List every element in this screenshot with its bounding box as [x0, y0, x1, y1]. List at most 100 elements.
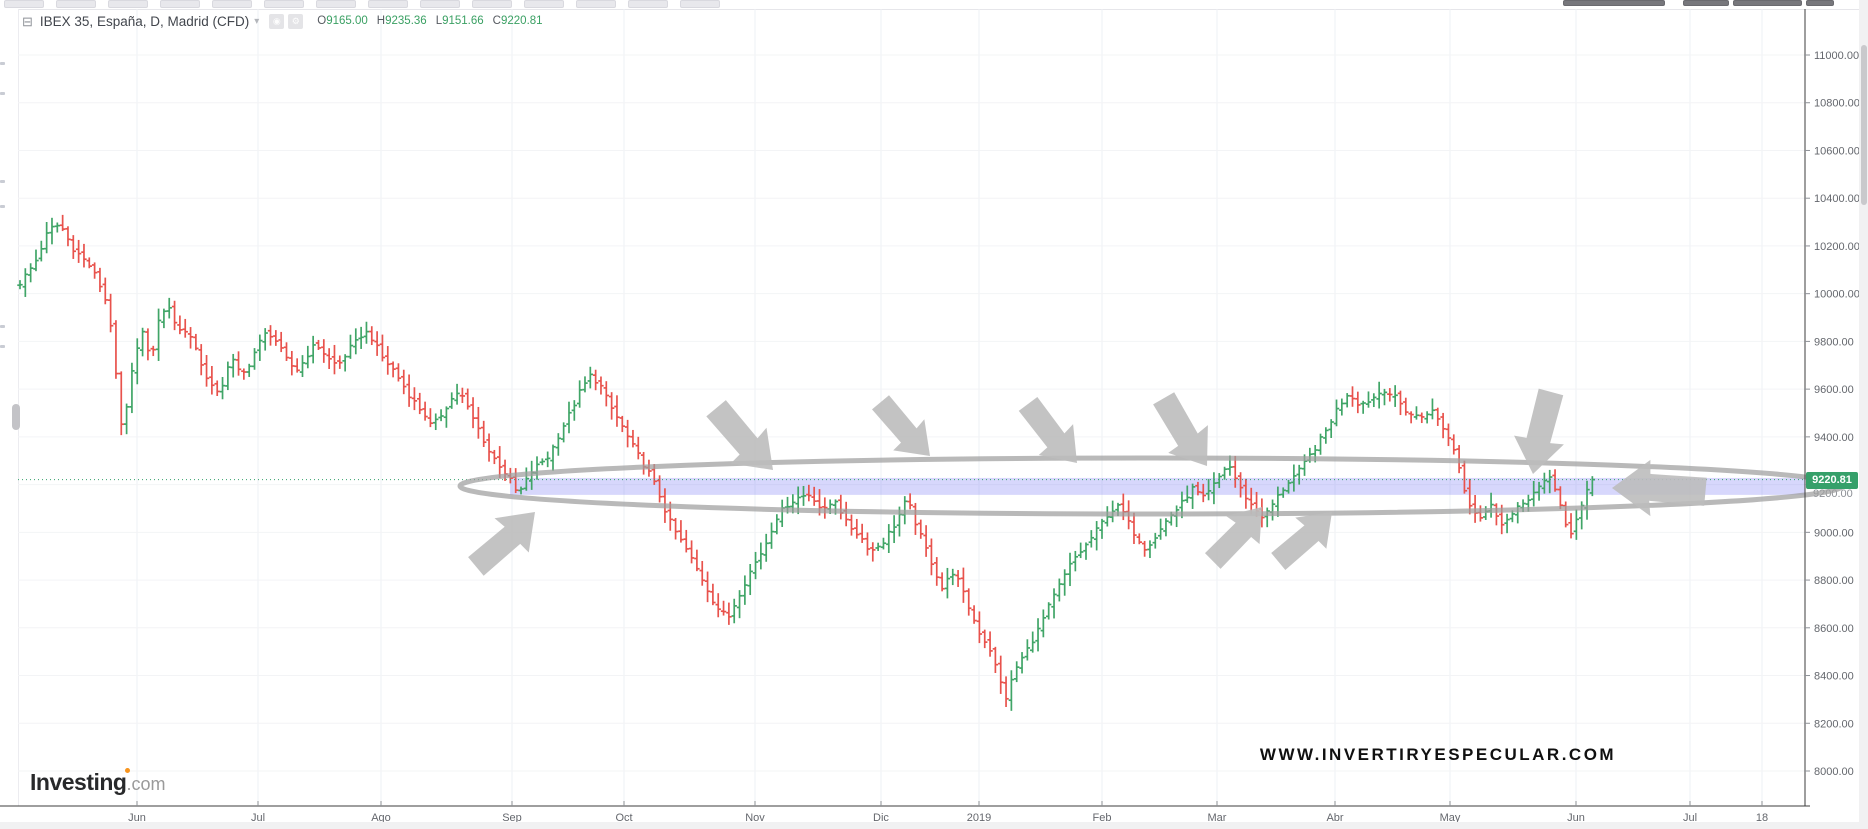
ohlc-bar [987, 631, 993, 657]
ohlc-bar [166, 297, 172, 319]
ohlc-bar [1488, 492, 1494, 518]
settings-gear-icon[interactable]: ⚙ [288, 13, 304, 29]
axes-layer [0, 9, 1810, 807]
ohlc-bar [1461, 460, 1468, 494]
ohlc-bar [1056, 578, 1063, 602]
open-value: 9165.00 [326, 15, 368, 27]
symbol-title[interactable]: IBEX 35, España, D, Madrid (CFD) [39, 13, 250, 29]
ohlc-bar [129, 362, 135, 414]
ohlc-bar [726, 602, 732, 625]
ohlc-bar [950, 568, 956, 586]
investing-logo[interactable]: Investing.com [30, 768, 165, 796]
ohlc-bar [912, 502, 919, 535]
ohlc-bar [198, 344, 204, 376]
ohlc-bar [353, 328, 359, 355]
scrollbar-thumb[interactable] [1860, 45, 1867, 205]
ohlc-bar [1040, 609, 1047, 638]
ohlc-bar [465, 388, 471, 410]
ohlc-bar [497, 446, 503, 478]
chevron-down-icon[interactable]: ▾ [254, 15, 260, 27]
time-axis[interactable]: Jun Jul Ago Sep Oct Nov Dic 2019 Feb Mar Abr May Jun… [128, 801, 1768, 824]
ohlc-bar [235, 351, 242, 376]
annotation-arrow[interactable] [460, 495, 552, 587]
toolbar-glyph-fragment [0, 180, 5, 183]
ohlc-bar [683, 529, 689, 553]
ohlc-bar [438, 409, 444, 422]
ohlc-bar [1387, 388, 1393, 402]
ohlc-bar [1093, 521, 1100, 551]
ohlc-bar [1024, 639, 1031, 661]
ohlc-bar [123, 403, 130, 435]
ohlc-bar [65, 226, 71, 247]
ohlc-bar [257, 334, 263, 361]
price-tick-label: 9600.00 [1814, 384, 1854, 396]
ohlc-bar [86, 257, 92, 269]
ohlc-bar [710, 583, 716, 606]
ohlc-bar [1557, 486, 1564, 510]
ohlc-bar [1408, 411, 1414, 424]
ohlc-bar [177, 315, 183, 335]
ohlc-bar [1243, 478, 1249, 509]
chrome-chip [4, 0, 44, 8]
price-tick-label: 8800.00 [1814, 575, 1854, 587]
toolbar-glyph-fragment [0, 92, 5, 95]
collapse-legend-icon[interactable]: ⊟ [22, 13, 33, 29]
ohlc-bar [976, 611, 983, 644]
ohlc-bar [1371, 393, 1377, 408]
annotation-arrow[interactable] [1140, 385, 1226, 479]
ohlc-bar [443, 406, 450, 428]
annotation-arrow[interactable] [695, 392, 791, 488]
ohlc-bar [150, 345, 156, 357]
ohlc-bar [715, 593, 721, 618]
ohlc-bar [1541, 472, 1548, 494]
ohlc-bar [694, 549, 700, 572]
ohlc-bar [113, 320, 119, 379]
annotation-arrow[interactable] [862, 388, 945, 471]
ohlc-bar [1237, 472, 1244, 498]
ohlc-bar [273, 330, 279, 346]
annotation-arrow[interactable] [1198, 493, 1279, 578]
price-tick-label: 10000.00 [1814, 289, 1860, 301]
toolbar-collapse-handle[interactable] [12, 404, 20, 430]
chrome-chip [680, 0, 720, 8]
annotation-arrow[interactable] [1612, 459, 1707, 517]
price-tick-label: 10600.00 [1814, 145, 1860, 157]
ohlc-bar [875, 542, 881, 551]
bottom-scroll-area [0, 822, 1868, 829]
snapshot-icon[interactable]: ◉ [269, 13, 285, 29]
ohlc-bar [43, 221, 50, 254]
ohlc-bar [1376, 381, 1382, 409]
ohlc-bar [1083, 542, 1089, 560]
ohlc-bar [406, 374, 412, 407]
ohlc-bar [838, 494, 844, 520]
toolbar-glyph-fragment [0, 325, 5, 328]
ohlc-bar [102, 277, 108, 305]
price-tick-label: 10200.00 [1814, 241, 1860, 253]
ohlc-bar [70, 235, 76, 259]
annotation-arrow[interactable] [1008, 390, 1094, 479]
ohlc-bar [118, 371, 124, 436]
ohlc-bar [81, 243, 87, 268]
support-zone-band[interactable] [510, 477, 1805, 495]
chrome-chip [108, 0, 148, 8]
browser-chrome-remnant [0, 0, 1868, 10]
ohlc-bar [678, 520, 684, 543]
ohlc-bar [91, 262, 98, 279]
ohlc-bar [1536, 481, 1542, 501]
annotation-arrow[interactable] [1264, 496, 1347, 579]
chrome-chip [628, 0, 668, 8]
price-axis[interactable]: 11000.00 10800.00 10600.00 10400.00 10200.00… [1805, 50, 1860, 778]
ohlc-bar [747, 563, 753, 596]
ohlc-bar [337, 355, 343, 369]
ohlc-bar [49, 217, 55, 245]
ohlc-bar [182, 318, 188, 338]
ohlc-bar [576, 380, 583, 408]
ohlc-bar [305, 345, 311, 369]
browser-scrollbar[interactable] [1859, 0, 1868, 829]
ohlc-bar [33, 249, 39, 272]
ohlc-bar [1477, 505, 1484, 522]
ohlc-bar [534, 456, 540, 480]
annotation-arrow[interactable] [1508, 386, 1573, 479]
ohlc-bar [38, 240, 45, 262]
